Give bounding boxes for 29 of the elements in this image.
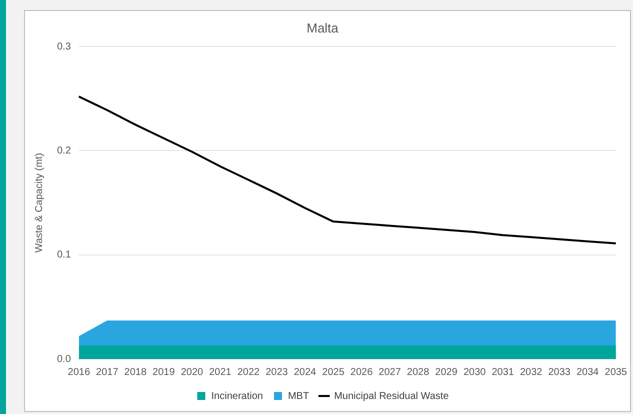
x-tick-label: 2022 — [237, 366, 260, 378]
chart-title: Malta — [306, 20, 340, 36]
x-tick-label: 2028 — [406, 366, 430, 378]
x-tick-label: 2034 — [576, 366, 600, 378]
y-tick-label: 0.2 — [56, 145, 72, 156]
x-tick-label: 2033 — [548, 366, 571, 378]
x-tick-label: 2035 — [604, 366, 628, 378]
x-tick-label: 2016 — [68, 366, 90, 378]
x-tick-label: 2017 — [96, 366, 119, 378]
y-tick-label: 0.3 — [56, 41, 72, 52]
x-tick-label: 2029 — [435, 366, 458, 378]
x-tick-label: 2018 — [124, 366, 147, 378]
legend-label: Incineration — [211, 390, 263, 402]
y-tick-label: 0.0 — [56, 354, 72, 365]
legend-label: Municipal Residual Waste — [334, 390, 450, 402]
x-tick-label: 2023 — [266, 366, 288, 378]
x-tick-label: 2025 — [322, 366, 345, 378]
x-tick-label: 2026 — [350, 366, 374, 378]
legend-label: MBT — [288, 390, 310, 402]
x-tick-label: 2019 — [152, 366, 176, 378]
x-tick-label: 2020 — [180, 366, 204, 378]
x-tick-label: 2030 — [463, 366, 486, 378]
x-tick-label: 2027 — [378, 366, 402, 378]
x-tick-label: 2024 — [294, 366, 317, 378]
x-tick-label: 2021 — [209, 366, 232, 378]
x-tick-label: 2032 — [520, 366, 543, 378]
y-axis-title: Waste & Capacity (mt) — [34, 152, 45, 253]
y-tick-label: 0.1 — [56, 250, 72, 261]
x-tick-label: 2031 — [492, 366, 514, 378]
